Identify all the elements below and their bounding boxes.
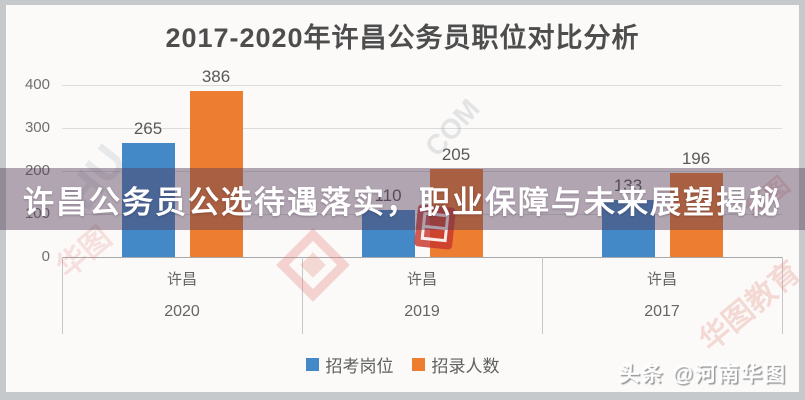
y-axis-tick-label: 0 [41,248,50,265]
huatu-diamond-watermark-inner [300,252,326,278]
legend: 招考岗位 招录人数 [0,352,805,377]
legend-label: 招录人数 [431,357,500,376]
gridline [62,171,782,172]
bar-value-label: 133 [613,175,643,195]
y-axis-tick-label: 200 [24,162,50,179]
headline-banner-text: 许昌公务员公选待遇落实，职业保障与未来展望揭秘 [23,184,782,220]
category-year-label: 2019 [404,303,440,320]
category-separator [542,257,543,334]
y-axis-tick-label: 400 [24,76,50,93]
bar-value-label: 205 [441,144,471,164]
y-axis-tick-label: 300 [24,119,50,136]
headline-banner: 许昌公务员公选待遇落实，职业保障与未来展望揭秘 [0,168,805,230]
category-separator [782,257,783,334]
bar-series-2 [669,172,723,257]
category-separator [302,257,303,334]
legend-swatch-series-2 [411,358,425,371]
category-separator [62,257,63,334]
legend-item: 招考岗位 [305,352,394,377]
gridline [62,85,782,86]
bar-series-1 [361,209,415,257]
legend-swatch-series-1 [305,358,319,371]
gridline [62,128,782,129]
category-year-label: 2020 [164,303,200,320]
bar-series-2 [189,91,243,257]
category-group-label: 许昌 [646,271,677,288]
bar-series-1 [121,143,175,257]
toutiao-account-watermark: 头条 @河南华图 [618,363,787,386]
category-group-label: 许昌 [166,271,197,288]
category-year-label: 2017 [644,303,680,320]
legend-label: 招考岗位 [325,357,394,376]
category-group-label: 许昌 [406,271,437,288]
bar-series-1 [601,199,655,257]
bar-value-label: 386 [201,67,231,87]
legend-item: 招录人数 [411,352,500,377]
bar-value-label: 265 [133,119,163,139]
y-axis-tick-label: 100 [24,205,50,222]
chart-title: 2017-2020年许昌公务员职位对比分析 [165,23,640,53]
bar-value-label: 110 [374,185,402,205]
gridline [62,257,782,258]
bar-value-label: 196 [681,148,711,168]
